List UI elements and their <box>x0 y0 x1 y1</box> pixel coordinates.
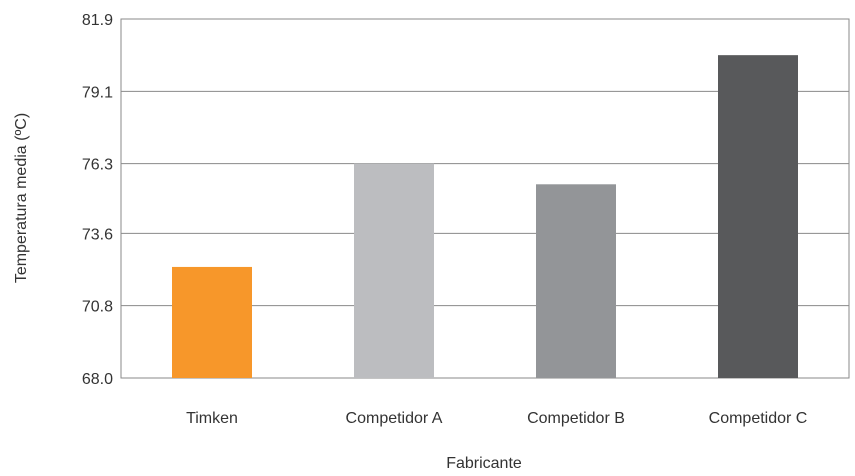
y-tick-label: 79.1 <box>82 84 113 101</box>
y-axis-title: Temperatura media (ºC) <box>13 113 30 283</box>
x-tick-label: Timken <box>186 410 238 427</box>
y-tick-labels: 68.0 70.8 73.6 76.3 79.1 81.9 <box>82 12 113 388</box>
y-tick-label: 76.3 <box>82 157 113 174</box>
plot-area-frame <box>120 18 850 379</box>
x-tick-labels: Timken Competidor A Competidor B Competidor… <box>186 410 807 427</box>
bar-competidor-c <box>718 55 798 379</box>
x-tick-label: Competidor C <box>709 410 808 427</box>
y-tick-label: 73.6 <box>82 226 113 243</box>
y-tick-label: 68.0 <box>82 371 113 388</box>
x-axis-title: Fabricante <box>446 455 522 472</box>
y-tick-label: 70.8 <box>82 299 113 316</box>
y-tick-label: 81.9 <box>82 12 113 29</box>
bar-timken <box>172 266 252 378</box>
bar-competidor-a <box>354 163 434 378</box>
bars <box>172 55 798 379</box>
x-tick-label: Competidor A <box>346 410 443 427</box>
bar-competidor-b <box>536 184 616 378</box>
x-tick-label: Competidor B <box>527 410 625 427</box>
